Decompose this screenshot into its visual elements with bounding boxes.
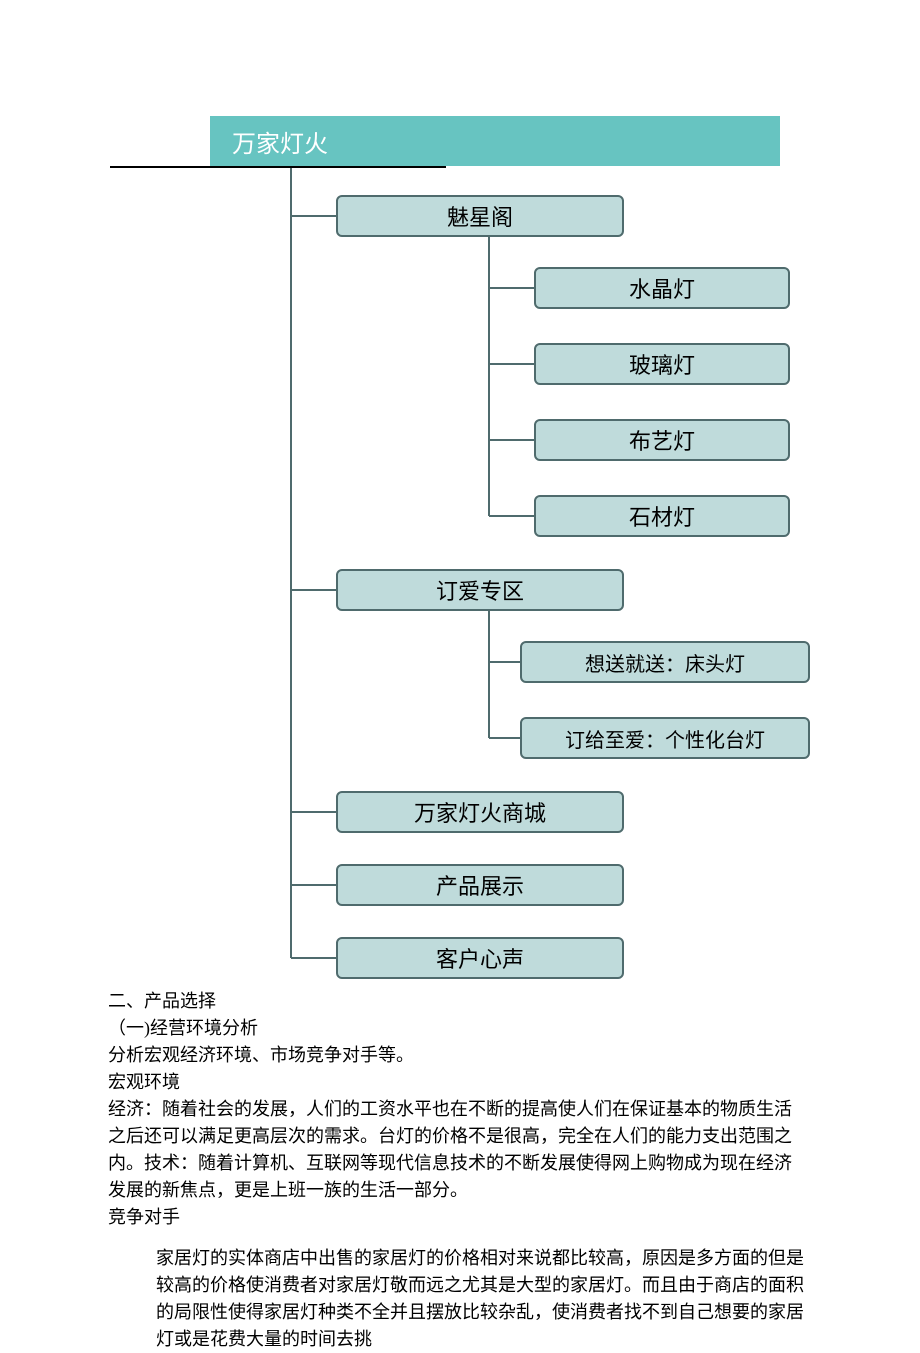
node-n1c: 布艺灯 <box>534 419 790 461</box>
heading-section-2: 二、产品选择 <box>108 988 808 1015</box>
para-analysis-scope: 分析宏观经济环境、市场竞争对手等。 <box>108 1042 808 1069</box>
heading-subsection-1: （一)经营环境分析 <box>108 1015 808 1042</box>
node-n1d: 石材灯 <box>534 495 790 537</box>
para-competitors: 家居灯的实体商店中出售的家居灯的价格相对来说都比较高，原因是多方面的但是较高的价… <box>156 1245 808 1353</box>
node-n4: 产品展示 <box>336 864 624 906</box>
node-n1a: 水晶灯 <box>534 267 790 309</box>
para-macro-env: 经济：随着社会的发展，人们的工资水平也在不断的提高使人们在保证基本的物质生活之后… <box>108 1096 808 1204</box>
node-n5: 客户心声 <box>336 937 624 979</box>
node-n2b: 订给至爱：个性化台灯 <box>520 717 810 759</box>
tree-root: 万家灯火 <box>210 116 780 166</box>
heading-competitors: 竞争对手 <box>108 1204 808 1231</box>
root-underline <box>110 166 446 168</box>
node-n3: 万家灯火商城 <box>336 791 624 833</box>
body-text: 二、产品选择 （一)经营环境分析 分析宏观经济环境、市场竞争对手等。 宏观环境 … <box>108 988 808 1353</box>
heading-macro-env: 宏观环境 <box>108 1069 808 1096</box>
node-n2: 订爱专区 <box>336 569 624 611</box>
node-n1b: 玻璃灯 <box>534 343 790 385</box>
page: 万家灯火 魅星阁 水晶灯 玻璃灯 布艺灯 石材灯 订爱专区 想送 <box>0 0 920 1301</box>
node-n2a: 想送就送：床头灯 <box>520 641 810 683</box>
node-n1: 魅星阁 <box>336 195 624 237</box>
